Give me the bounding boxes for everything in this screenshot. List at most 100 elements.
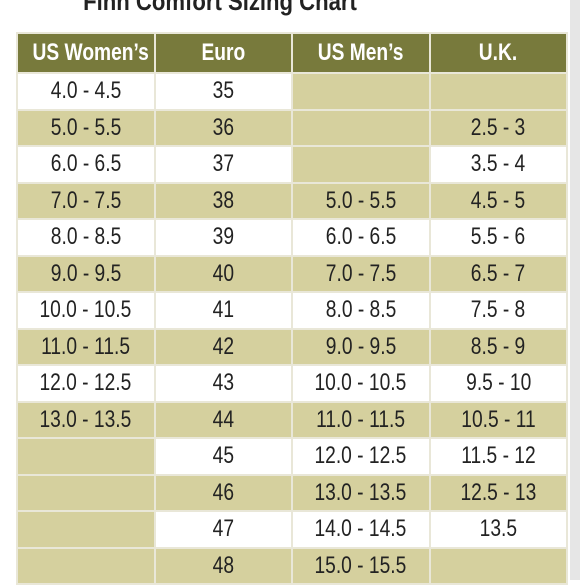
size-table: US Women’s Euro US Men’s U.K. 4.0 - 4.5 35 5.… xyxy=(16,32,568,585)
cell: 7.0 - 7.5 xyxy=(291,254,431,293)
cell: 6.0 - 6.5 xyxy=(16,145,156,184)
column-header: US Men’s xyxy=(291,32,431,74)
cell: 13.0 - 13.5 xyxy=(16,400,156,439)
cell-text: 4.0 - 4.5 xyxy=(50,77,121,105)
cell: 12.0 - 12.5 xyxy=(291,437,431,476)
cell: 5.5 - 6 xyxy=(428,218,568,257)
cell-text: 13.0 - 13.5 xyxy=(314,478,407,506)
cell-text: 9.5 - 10 xyxy=(465,369,531,397)
column-header: US Women’s xyxy=(16,32,156,74)
cell: 39 xyxy=(153,218,293,257)
row: 12.0 - 12.5 43 10.0 - 10.5 9.5 - 10 xyxy=(16,364,568,403)
cell-text: 12.5 - 13 xyxy=(460,478,537,506)
cell: 41 xyxy=(153,291,293,330)
row: 47 14.0 - 14.5 13.5 xyxy=(16,510,568,549)
row: 6.0 - 6.5 37 3.5 - 4 xyxy=(16,145,568,184)
cell-text: 7.0 - 7.5 xyxy=(325,259,396,287)
cell-text: 45 xyxy=(212,442,234,470)
cell-text: 39 xyxy=(212,223,234,251)
cell-text: 6.5 - 7 xyxy=(471,259,526,287)
table-body: 4.0 - 4.5 35 5.0 - 5.5 36 2.5 - 3 6.0 - 6.5 37… xyxy=(16,72,568,585)
cell-text: 15.0 - 15.5 xyxy=(314,551,407,579)
cell: 12.0 - 12.5 xyxy=(16,364,156,403)
cell: 5.0 - 5.5 xyxy=(291,181,431,220)
cell: 7.5 - 8 xyxy=(428,291,568,330)
cell-text: 13.5 xyxy=(479,515,517,543)
cell: 2.5 - 3 xyxy=(428,108,568,147)
edge xyxy=(570,0,580,580)
cell: 14.0 - 14.5 xyxy=(291,510,431,549)
cell: 11.5 - 12 xyxy=(428,437,568,476)
cell-text: 47 xyxy=(212,515,234,543)
cell-text: 36 xyxy=(212,113,234,141)
cell: 8.5 - 9 xyxy=(428,327,568,366)
cell-text: 6.0 - 6.5 xyxy=(50,150,121,178)
cell: 9.0 - 9.5 xyxy=(291,327,431,366)
cell-text: 9.0 - 9.5 xyxy=(50,259,121,287)
cell: 48 xyxy=(153,546,293,585)
cell: 40 xyxy=(153,254,293,293)
row: 4.0 - 4.5 35 xyxy=(16,72,568,111)
cell-text: 3.5 - 4 xyxy=(471,150,526,178)
cell-text: 14.0 - 14.5 xyxy=(314,515,407,543)
cell-text: 2.5 - 3 xyxy=(471,113,526,141)
cell: 13.0 - 13.5 xyxy=(291,473,431,512)
cell: 11.0 - 11.5 xyxy=(16,327,156,366)
cell-text: 38 xyxy=(212,186,234,214)
cell: 5.0 - 5.5 xyxy=(16,108,156,147)
cell: 38 xyxy=(153,181,293,220)
cell: 44 xyxy=(153,400,293,439)
cell xyxy=(291,145,431,184)
cell: 7.0 - 7.5 xyxy=(16,181,156,220)
row: 11.0 - 11.5 42 9.0 - 9.5 8.5 - 9 xyxy=(16,327,568,366)
cell: 8.0 - 8.5 xyxy=(291,291,431,330)
cell-text: 7.5 - 8 xyxy=(471,296,526,324)
cell-text: 37 xyxy=(212,150,234,178)
cell-text: 8.0 - 8.5 xyxy=(50,223,121,251)
cell-text: 6.0 - 6.5 xyxy=(325,223,396,251)
cell: 4.5 - 5 xyxy=(428,181,568,220)
cell-text: 13.0 - 13.5 xyxy=(39,405,132,433)
cell xyxy=(428,546,568,585)
cell xyxy=(291,108,431,147)
cell: 15.0 - 15.5 xyxy=(291,546,431,585)
cell: 4.0 - 4.5 xyxy=(16,72,156,111)
header-row: US Women’s Euro US Men’s U.K. xyxy=(16,32,568,74)
cell: 9.0 - 9.5 xyxy=(16,254,156,293)
cell xyxy=(16,473,156,512)
cell-text: 5.5 - 6 xyxy=(471,223,526,251)
cell-text: 48 xyxy=(212,551,234,579)
cell-text: 12.0 - 12.5 xyxy=(39,369,132,397)
cell-text: 12.0 - 12.5 xyxy=(314,442,407,470)
cell: 47 xyxy=(153,510,293,549)
cell: 10.5 - 11 xyxy=(428,400,568,439)
row: 8.0 - 8.5 39 6.0 - 6.5 5.5 - 6 xyxy=(16,218,568,257)
cell-text: 4.5 - 5 xyxy=(471,186,526,214)
cell-text: 9.0 - 9.5 xyxy=(325,332,396,360)
cell-text: 40 xyxy=(212,259,234,287)
cell: 6.5 - 7 xyxy=(428,254,568,293)
cell-text: 11.0 - 11.5 xyxy=(316,405,406,433)
cell xyxy=(428,72,568,111)
cell: 45 xyxy=(153,437,293,476)
cell-text: 7.0 - 7.5 xyxy=(50,186,121,214)
cell: 10.0 - 10.5 xyxy=(16,291,156,330)
cell: 8.0 - 8.5 xyxy=(16,218,156,257)
cell: 10.0 - 10.5 xyxy=(291,364,431,403)
cell-text: 10.0 - 10.5 xyxy=(314,369,407,397)
cell: 42 xyxy=(153,327,293,366)
cell: 11.0 - 11.5 xyxy=(291,400,431,439)
cell-text: 44 xyxy=(212,405,234,433)
cell-text: 5.0 - 5.5 xyxy=(50,113,121,141)
cell-text: 10.5 - 11 xyxy=(461,405,536,433)
cell: 43 xyxy=(153,364,293,403)
column-header: U.K. xyxy=(428,32,568,74)
header-text: US Men’s xyxy=(317,39,404,66)
title: Finn Comfort Sizing Chart xyxy=(83,0,357,16)
cell: 37 xyxy=(153,145,293,184)
row: 7.0 - 7.5 38 5.0 - 5.5 4.5 - 5 xyxy=(16,181,568,220)
row: 45 12.0 - 12.5 11.5 - 12 xyxy=(16,437,568,476)
cell xyxy=(16,437,156,476)
cell xyxy=(291,72,431,111)
